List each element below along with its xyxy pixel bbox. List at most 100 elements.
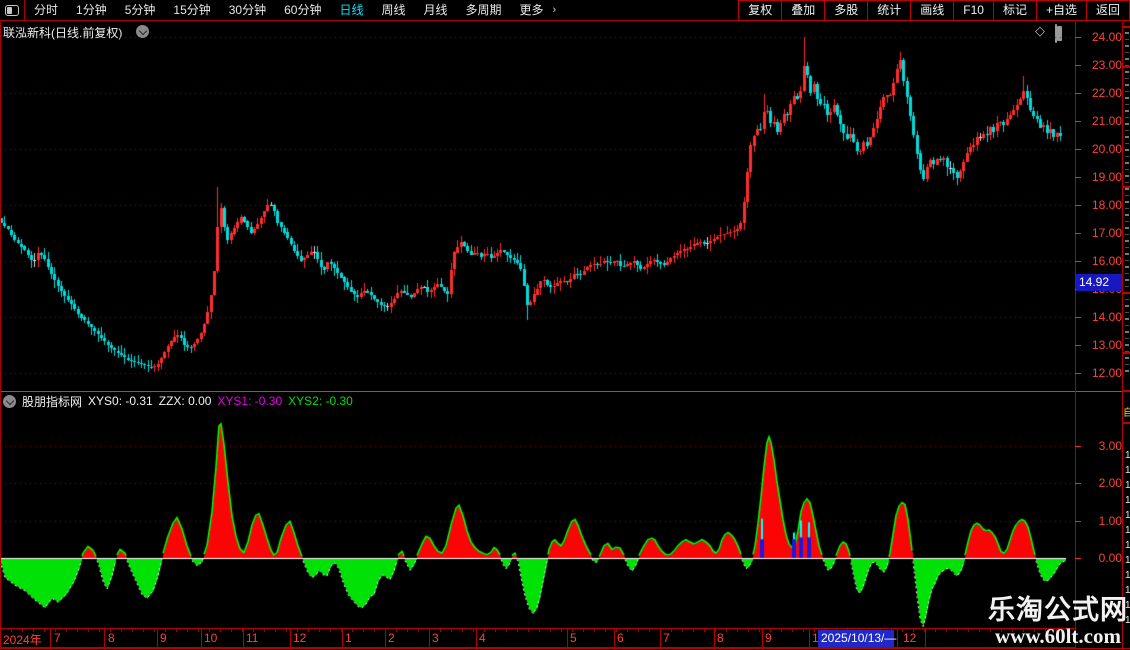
price-axis-label: 16.00 [1091,254,1122,268]
strip-row-digit: 1 [1125,555,1130,566]
month-label: 5 [570,631,577,645]
indicator-axis-label: 1.00 [1098,513,1122,528]
indicator-value-2: XYS1: -0.30 [217,394,283,408]
axis-tick [1075,261,1081,262]
action-button-2[interactable]: 多股 [825,0,869,21]
indicator-name[interactable]: 股朋指标网 [22,394,83,409]
axis-tick [1075,205,1081,206]
period-tab-7[interactable]: 周线 [381,2,406,17]
period-tab-10[interactable]: 更多 [519,2,544,17]
action-button-5[interactable]: F10 [954,0,994,21]
strip-separator [1123,292,1130,294]
axis-tick [1075,233,1081,234]
strip-separator [1123,26,1130,28]
action-button-1[interactable]: 叠加 [782,0,826,21]
strip-row-digit: 1 [1125,495,1130,506]
price-axis-label: 13.00 [1091,338,1122,352]
top-toolbar: 分时 1分钟 5分钟 15分钟 30分钟 60分钟 日线 周线 月线 多周期 更多 › 复权 叠加 多股… [0,0,1130,21]
layout-toggle-button[interactable] [0,0,25,21]
strip-row-digit: 1 [1125,540,1130,551]
month-label: 10 [204,631,218,645]
axis-tick [1075,121,1081,122]
period-menu: 分时 1分钟 5分钟 15分钟 30分钟 60分钟 日线 周线 月线 多周期 更多 [25,0,553,21]
month-divider [714,629,715,649]
period-tab-8[interactable]: 月线 [423,2,448,17]
axis-tick [1075,483,1081,484]
strip-row-digit: 1 [1125,510,1130,521]
month-label: 6 [617,631,624,645]
bottom-border [0,648,1130,649]
month-divider [385,629,386,649]
indicator-axis-label: 2.00 [1098,476,1122,490]
indicator-header: 股朋指标网 XYS0: -0.31 ZZX: 0.00 XYS1: -0.30 XYS… [3,393,353,409]
price-axis-label: 23.00 [1091,58,1122,72]
strip-row-digit: 1 [1125,615,1130,626]
strip-separator [1123,352,1130,354]
action-button-group: 复权 叠加 多股 统计 画线 F10 标记 +自选 返回 [738,0,1130,21]
month-divider [925,629,926,649]
price-axis-label: 14.00 [1091,310,1122,324]
indicator-chart-canvas[interactable] [0,392,1075,628]
month-divider [567,629,568,649]
indicator-value-3: XYS2: -0.30 [288,394,353,408]
month-label: 1 [345,631,352,645]
month-label: 9 [765,631,772,645]
price-axis-label: 24.00 [1091,30,1122,44]
month-label: 12 [903,631,917,645]
action-button-3[interactable]: 统计 [868,0,912,21]
main-chart-canvas[interactable] [0,22,1075,391]
chevron-down-icon[interactable] [3,394,16,408]
indicator-value-1: ZZX: 0.00 [158,394,212,408]
axis-tick [1075,93,1081,94]
month-label: 1 [812,631,819,645]
action-button-8[interactable]: 返回 [1086,0,1130,21]
action-button-7[interactable]: +自选 [1036,0,1087,21]
price-axis-label: 22.00 [1091,86,1122,100]
strip-separator [1123,186,1130,188]
strip-row-digit: 1 [1125,480,1130,491]
period-tab-0[interactable]: 分时 [34,2,59,17]
watchlist-tab-label[interactable]: 自 [1123,404,1130,419]
more-arrow-icon[interactable]: › [552,4,557,16]
period-tab-1[interactable]: 1分钟 [76,2,107,17]
strip-row-digit: 1 [1125,600,1130,611]
month-label: 2024年 [3,633,42,647]
month-label: 7 [54,631,61,645]
strip-row-digit: 1 [1125,450,1130,461]
period-tab-4[interactable]: 30分钟 [228,2,267,17]
month-divider [104,629,105,649]
axis-tick [1075,558,1081,559]
axis-tick [1075,149,1081,150]
month-divider [614,629,615,649]
month-label: 9 [160,631,167,645]
month-label: 12 [293,631,307,645]
month-label: 2 [388,631,395,645]
action-button-6[interactable]: 标记 [993,0,1037,21]
period-tab-3[interactable]: 15分钟 [173,2,211,17]
month-label: 7 [663,631,670,645]
panel-layout-icon [5,4,19,16]
month-divider [243,629,244,649]
period-tab-6[interactable]: 日线 [339,2,364,17]
strip-row-digit: 1 [1125,585,1130,596]
axis-tick [1075,317,1081,318]
price-axis-label: 19.00 [1091,170,1122,184]
price-axis-label: 17.00 [1091,226,1122,240]
axis-tick [1075,345,1081,346]
watermark-site-name: 乐淘公式网 [988,595,1128,625]
action-button-4[interactable]: 画线 [911,0,955,21]
month-label: 4 [479,631,486,645]
month-label: 8 [717,631,724,645]
action-button-0[interactable]: 复权 [739,0,783,21]
strip-row-digit: 1 [1125,570,1130,581]
strip-separator [1123,390,1130,392]
month-divider [342,629,343,649]
time-axis[interactable]: 2025/10/13/— 2024年 7 8 9 10 11 12 1 2 3 4 5 6 7 8 9 1 12 [0,628,1075,649]
watermark: 乐淘公式网 www.60lt.com [988,595,1128,648]
period-tab-9[interactable]: 多周期 [465,2,502,17]
period-tab-2[interactable]: 5分钟 [124,2,156,17]
right-edge-panel[interactable]: 自 1 1 1 1 1 1 1 1 1 1 1 1 [1122,22,1130,648]
indicator-value-0: XYS0: -0.31 [88,394,153,408]
period-tab-5[interactable]: 60分钟 [284,2,322,17]
